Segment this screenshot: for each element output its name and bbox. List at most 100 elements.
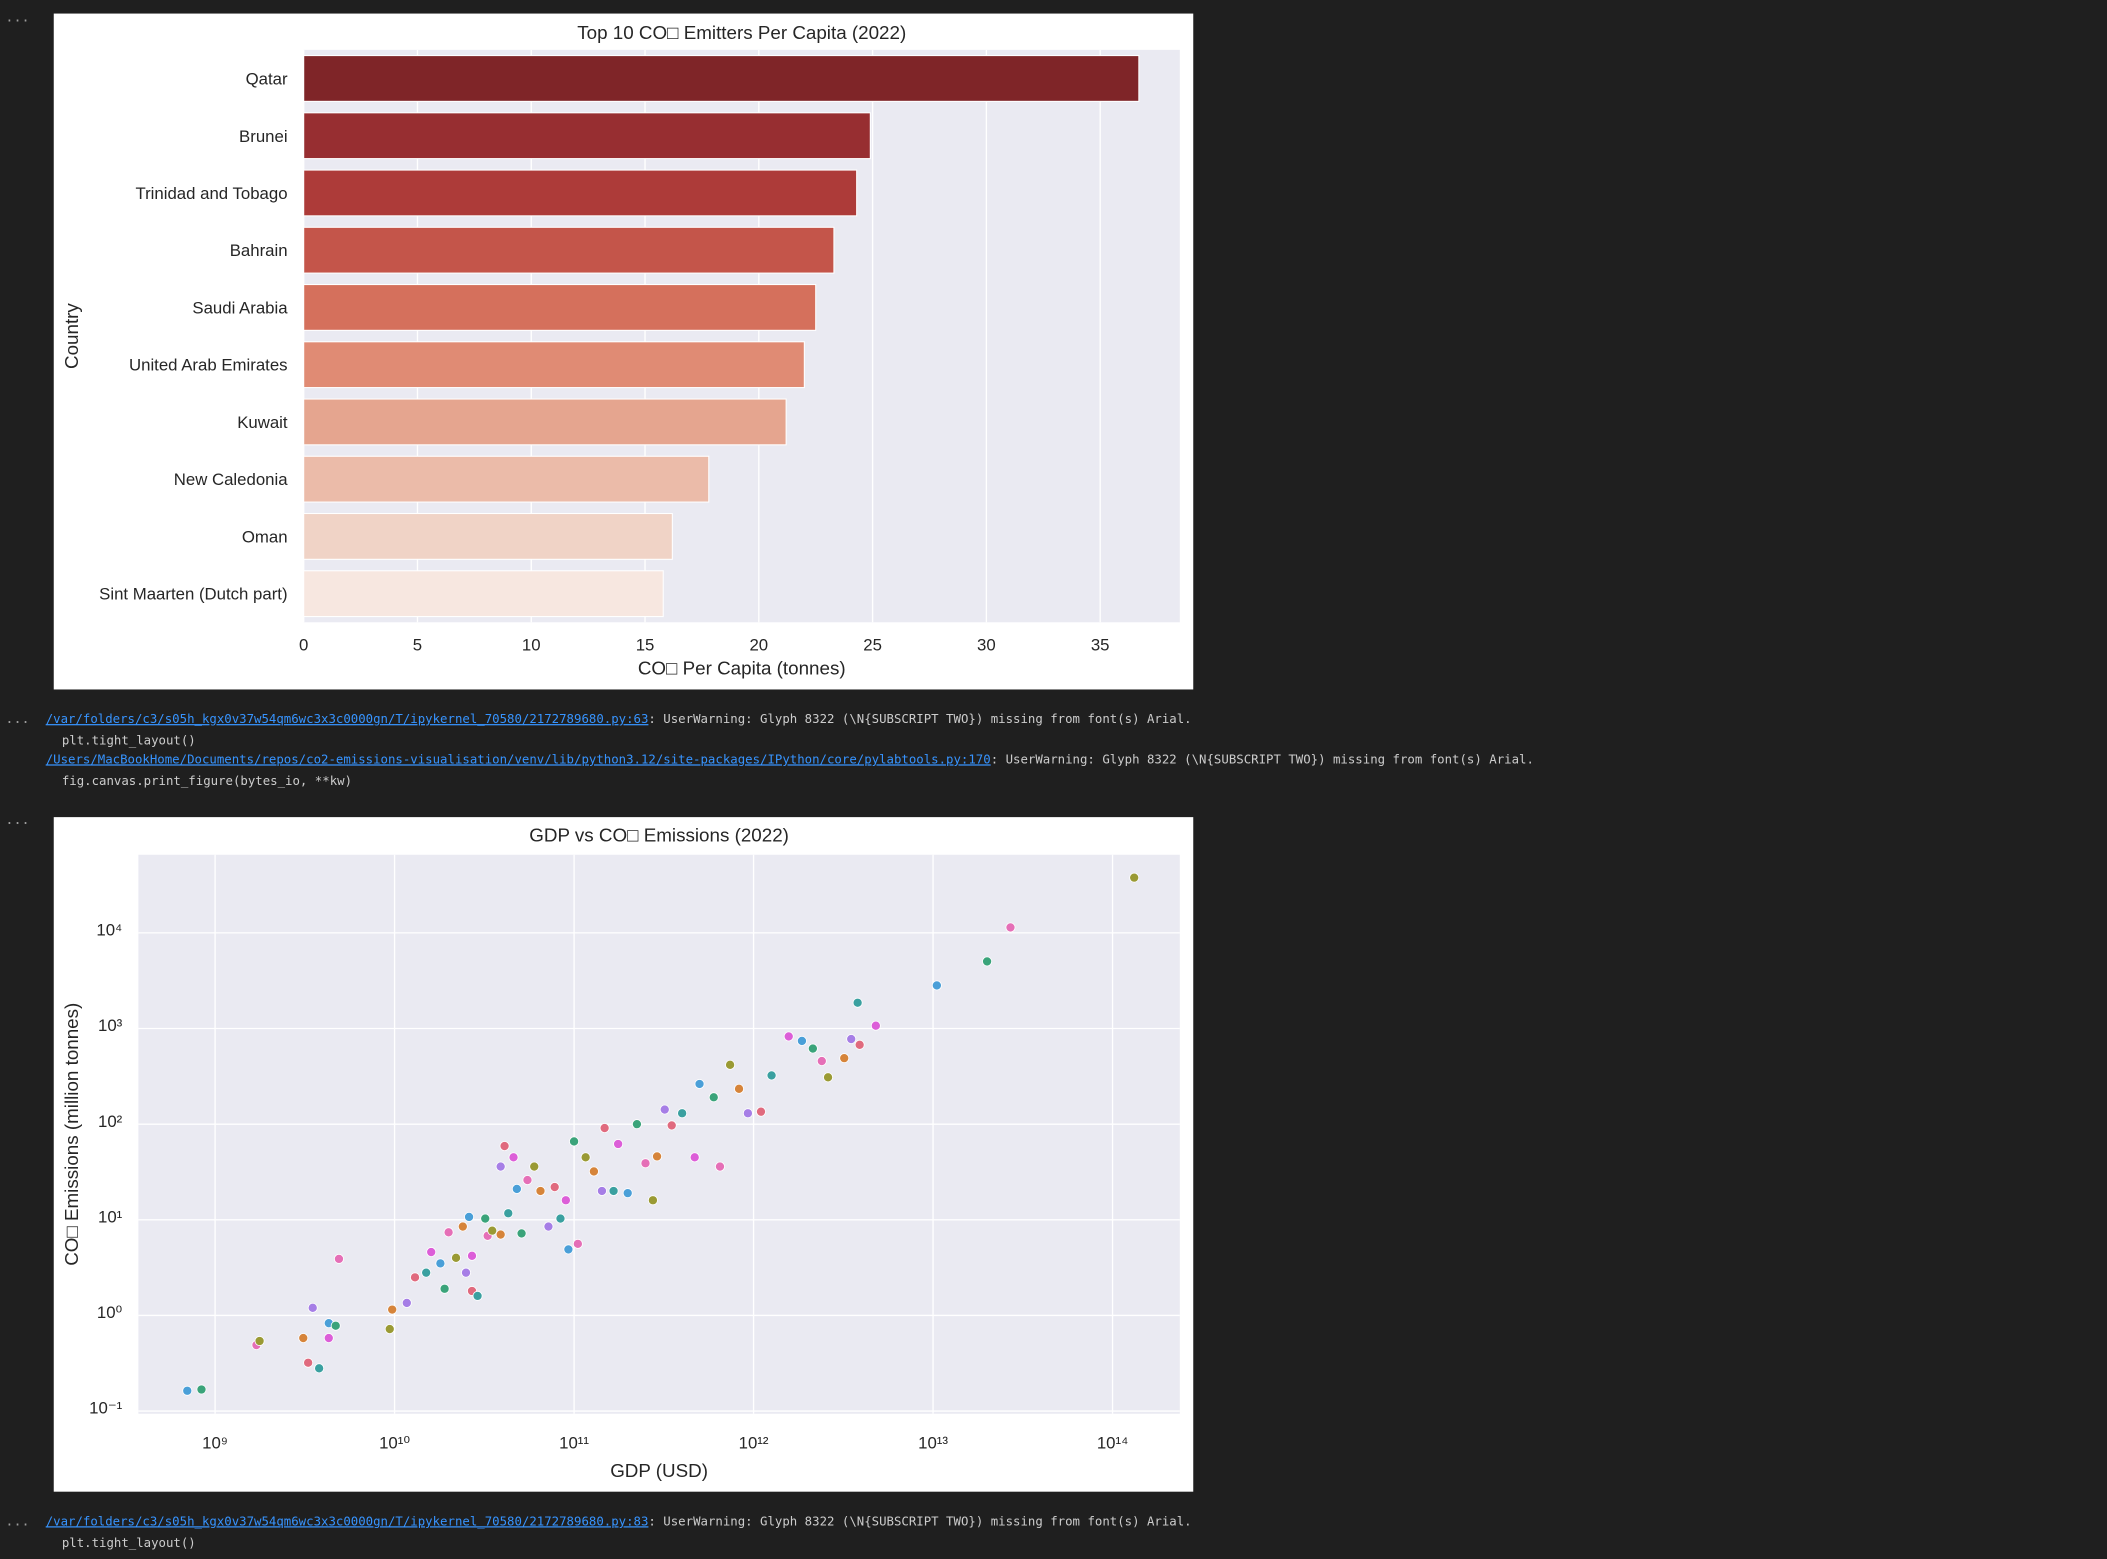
scatter-point: [1129, 872, 1140, 883]
scatter-point: [529, 1161, 540, 1172]
bar: [303, 398, 787, 446]
warning-link[interactable]: /var/folders/c3/s05h_kgx0v37w54qm6wc3x3c…: [46, 712, 649, 726]
scatter-point: [522, 1175, 533, 1186]
warning-line: /var/folders/c3/s05h_kgx0v37w54qm6wc3x3c…: [46, 1514, 1192, 1528]
scatter-point: [715, 1161, 725, 1172]
y-tick-label: Sint Maarten (Dutch part): [99, 585, 287, 604]
warning-message: : UserWarning: Glyph 8322 (\N{SUBSCRIPT …: [648, 1514, 1191, 1528]
y-tick-label: 10³: [98, 1016, 123, 1035]
scatter-point: [443, 1227, 454, 1238]
y-tick-label: Bahrain: [230, 241, 288, 260]
y-tick-label: Saudi Arabia: [192, 298, 288, 317]
scatter-point: [631, 1119, 642, 1130]
bar: [303, 570, 664, 618]
scatter-point: [742, 1108, 753, 1119]
y-tick-label: 10⁴: [96, 921, 122, 940]
warning-message: : UserWarning: Glyph 8322 (\N{SUBSCRIPT …: [991, 752, 1534, 766]
bar: [303, 112, 871, 160]
scatter-point: [734, 1083, 745, 1094]
scatter-point: [495, 1161, 506, 1172]
scatter-point: [708, 1092, 719, 1103]
chart-title: GDP vs CO□ Emissions (2022): [529, 824, 789, 845]
scatter-point: [307, 1302, 318, 1313]
bar: [303, 512, 673, 560]
scatter-point: [852, 997, 863, 1008]
y-tick-label: New Caledonia: [174, 470, 288, 489]
x-tick-label: 20: [749, 636, 768, 655]
scatter-point: [796, 1035, 807, 1046]
y-tick-label: 10¹: [98, 1207, 123, 1226]
scatter-point: [516, 1228, 527, 1239]
x-tick-label: 10¹⁰: [379, 1434, 410, 1453]
scatter-point: [314, 1363, 325, 1374]
scatter-point: [387, 1304, 398, 1315]
scatter-point: [330, 1320, 341, 1331]
scatter-point: [588, 1166, 599, 1177]
x-tick-label: 15: [636, 636, 655, 655]
scatter-point: [766, 1070, 777, 1081]
warning-code: plt.tight_layout(): [62, 734, 196, 748]
scatter-point: [816, 1056, 827, 1067]
scatter-point: [659, 1104, 670, 1115]
scatter-point: [467, 1250, 477, 1261]
scatter-point: [435, 1258, 446, 1269]
scatter-point: [725, 1059, 736, 1070]
scatter-point: [461, 1267, 471, 1278]
scatter-point: [254, 1336, 265, 1346]
scatter-point: [666, 1120, 677, 1131]
bar: [303, 55, 1140, 102]
bar: [303, 226, 835, 274]
scatter-point: [569, 1136, 580, 1147]
scatter-point: [472, 1290, 483, 1301]
warning-link[interactable]: /Users/MacBookHome/Documents/repos/co2-e…: [46, 752, 991, 766]
scatter-point: [549, 1182, 560, 1193]
scatter-point: [846, 1034, 857, 1045]
scatter-point: [560, 1195, 571, 1206]
scatter-point: [182, 1385, 193, 1396]
scatter-point: [298, 1333, 309, 1344]
scatter-point: [689, 1152, 700, 1163]
y-tick-label: Qatar: [246, 70, 288, 89]
x-axis-label: CO□ Per Capita (tonnes): [638, 658, 846, 679]
scatter-point: [823, 1072, 834, 1083]
scatter-point: [426, 1247, 437, 1258]
scatter-point: [572, 1238, 583, 1249]
x-tick-label: 10¹⁴: [1097, 1434, 1128, 1453]
scatter-point: [333, 1253, 344, 1264]
warning-code: fig.canvas.print_figure(bytes_io, **kw): [62, 774, 352, 788]
scatter-point: [511, 1183, 522, 1194]
bar: [303, 169, 858, 217]
scatter-point: [622, 1188, 633, 1199]
scatter-point: [677, 1108, 688, 1119]
scatter-point: [694, 1079, 705, 1089]
x-tick-label: 10⁹: [202, 1434, 228, 1453]
scatter-point: [854, 1039, 865, 1050]
bar: [303, 455, 710, 503]
x-tick-label: 30: [977, 636, 996, 655]
scatter-point: [384, 1324, 395, 1335]
scatter-point: [451, 1252, 462, 1263]
scatter-point: [1005, 922, 1016, 933]
scatter-point: [535, 1186, 546, 1196]
scatter-point: [421, 1267, 432, 1278]
cell-prompt: ...: [5, 1514, 29, 1529]
scatter-point: [580, 1152, 591, 1163]
x-tick-label: 10¹¹: [559, 1434, 589, 1453]
scatter-point: [783, 1031, 794, 1042]
x-tick-label: 35: [1091, 636, 1110, 655]
chart-title: Top 10 CO□ Emitters Per Capita (2022): [577, 22, 906, 43]
scatter-point: [613, 1139, 624, 1149]
scatter-point: [640, 1158, 651, 1169]
warning-line: /var/folders/c3/s05h_kgx0v37w54qm6wc3x3c…: [46, 712, 1192, 726]
scatter-point: [439, 1283, 450, 1294]
warning-link[interactable]: /var/folders/c3/s05h_kgx0v37w54qm6wc3x3c…: [46, 1514, 649, 1528]
scatter-point: [303, 1357, 314, 1368]
cell-prompt: ...: [5, 813, 29, 828]
scatter-point: [756, 1106, 766, 1117]
scatter-point: [480, 1213, 491, 1224]
warning-code: plt.tight_layout(): [62, 1536, 196, 1550]
scatter-point: [982, 956, 993, 967]
scatter-point: [647, 1195, 658, 1206]
y-tick-label: Kuwait: [237, 413, 288, 432]
